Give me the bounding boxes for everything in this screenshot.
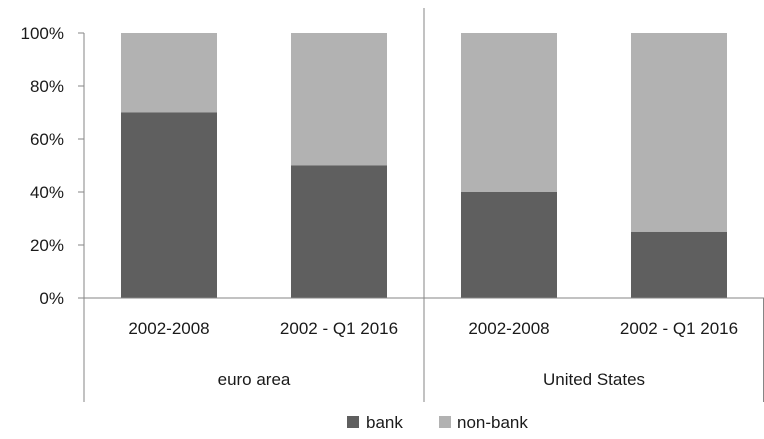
category-label: 2002-2008 [128,319,209,338]
bar-bank [631,231,727,298]
y-tick-label: 60% [30,130,64,149]
y-tick-label: 20% [30,236,64,255]
bar-bank [461,192,557,298]
bar-non-bank [291,33,387,166]
group-label: euro area [218,370,291,389]
legend-label: non-bank [457,413,528,432]
bar-non-bank [121,33,217,113]
y-tick-label: 40% [30,183,64,202]
legend-label: bank [366,413,403,432]
category-label: 2002 - Q1 2016 [620,319,738,338]
category-label: 2002-2008 [468,319,549,338]
y-tick-label: 0% [39,289,64,308]
bar-bank [291,165,387,298]
group-label: United States [543,370,645,389]
legend-swatch [347,416,359,428]
y-tick-label: 100% [21,24,64,43]
category-label: 2002 - Q1 2016 [280,319,398,338]
bar-non-bank [631,33,727,232]
bar-bank [121,112,217,298]
bar-non-bank [461,33,557,192]
y-tick-label: 80% [30,77,64,96]
legend-swatch [439,416,451,428]
